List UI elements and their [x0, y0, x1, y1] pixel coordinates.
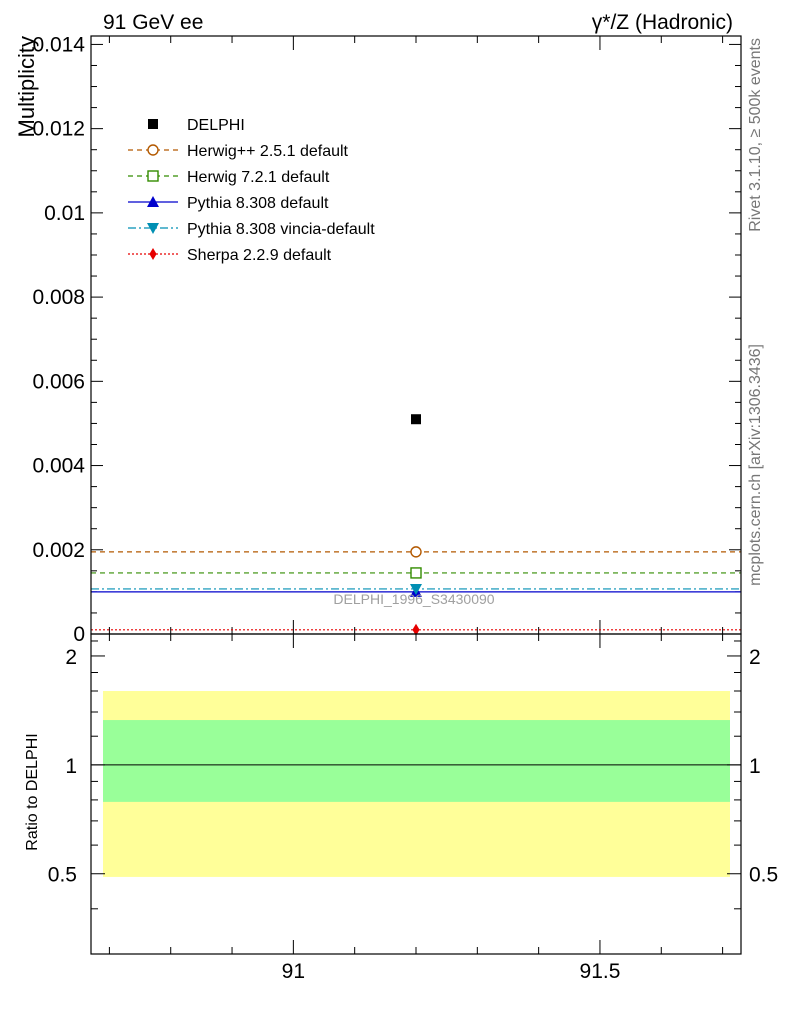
header-left: 91 GeV ee: [103, 11, 203, 34]
ratio-bands: [91, 691, 741, 877]
series-marker: [410, 546, 422, 558]
legend-marker: [147, 196, 159, 207]
series-marker: [410, 583, 422, 595]
main-series: [91, 546, 741, 636]
rivet-label: Rivet 3.1.10, ≥ 500k events: [747, 38, 764, 232]
legend-marker: [149, 248, 157, 260]
legend-label: Sherpa 2.2.9 default: [187, 247, 332, 264]
analysis-watermark: DELPHI_1996_S3430090: [333, 591, 494, 607]
legend-label: Herwig 7.2.1 default: [187, 169, 330, 186]
main-ytick-label: 0.012: [32, 118, 85, 141]
ratio-axis-ticks: 0.5 0.5 1 1 2 2 91 91.5: [48, 634, 778, 983]
main-ytick-label: 0: [73, 623, 85, 646]
legend-marker: [147, 170, 159, 182]
xtick-label: 91: [282, 960, 305, 983]
legend-label: Herwig++ 2.5.1 default: [187, 143, 349, 160]
legend-marker: [147, 144, 159, 156]
ratio-ytick-label-right: 2: [749, 646, 761, 669]
series-marker: [412, 623, 420, 636]
ratio-panel: 0.5 0.5 1 1 2 2 91 91.5: [48, 633, 778, 983]
data-points: [411, 414, 421, 425]
main-ylabel: Multiplicity: [14, 36, 39, 137]
ratio-ytick-label-right: 1: [749, 755, 761, 778]
series-marker: [410, 567, 422, 579]
main-ytick-label: 0.014: [32, 33, 85, 56]
legend-label: DELPHI: [187, 117, 245, 134]
legend-label: Pythia 8.308 default: [187, 195, 329, 212]
legend-marker: [147, 223, 159, 234]
header-right: γ*/Z (Hadronic): [592, 11, 733, 34]
ratio-frame: [90, 633, 742, 955]
ratio-ytick-label: 0.5: [48, 864, 77, 887]
mcplots-label: mcplots.cern.ch [arXiv:1306.3436]: [747, 344, 764, 586]
main-ytick-label: 0.008: [32, 286, 85, 309]
legend: DELPHI Herwig++ 2.5.1 default Herwig 7.2.1…: [128, 117, 375, 264]
main-ytick-label: 0.004: [32, 455, 85, 478]
delphi-data-point: [411, 414, 421, 425]
ratio-ytick-label-right: 0.5: [749, 864, 778, 887]
main-panel: 0 0.002 0.004 0.006 0.008 0.01 0.012 0.014 DELP…: [32, 33, 742, 646]
ratio-ytick-label: 2: [65, 646, 77, 669]
legend-marker: [148, 119, 158, 129]
main-ytick-label: 0.01: [44, 202, 85, 225]
legend-label: Pythia 8.308 vincia-default: [187, 221, 375, 238]
main-ytick-label: 0.002: [32, 539, 85, 562]
main-axis-ticks: 0 0.002 0.004 0.006 0.008 0.01 0.012 0.014: [32, 33, 741, 646]
ratio-ytick-label: 1: [65, 755, 77, 778]
main-ytick-label: 0.006: [32, 370, 85, 393]
ratio-ylabel: Ratio to DELPHI: [24, 733, 41, 850]
ratio-band: [103, 720, 730, 802]
xtick-label: 91.5: [580, 960, 621, 983]
